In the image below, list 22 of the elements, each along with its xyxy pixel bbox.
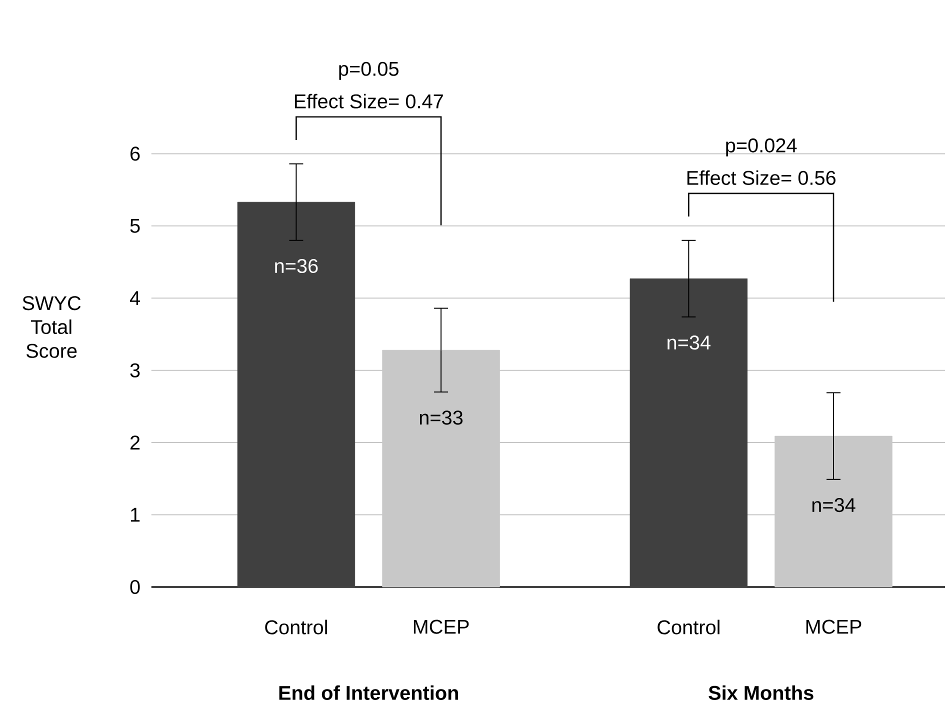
x-tick-label: Control [265, 620, 327, 634]
y-tick-label: 0 [130, 580, 140, 594]
y-tick-label: 2 [130, 436, 140, 450]
y-tick-label: 4 [130, 291, 140, 306]
annotation: n=34 [668, 336, 710, 350]
annotation: n=34 [812, 498, 856, 512]
annotation: n=33 [420, 410, 463, 425]
x-tick-label: MCEP [806, 620, 862, 634]
text: Effect Size= 0.47 [294, 94, 443, 109]
text: End of Intervention [279, 685, 458, 700]
x-tick-label: MCEP [414, 620, 469, 634]
text: p=0.05 [339, 62, 398, 80]
text: Six Months [708, 685, 814, 700]
annotation: Effect Size= 0.56 [687, 170, 836, 186]
y-axis-title: SWYC Total Score [22, 296, 81, 358]
y-tick-label: 5 [130, 219, 140, 233]
x-tick-label: Control [658, 620, 720, 634]
y-tick-label: 6 [130, 146, 140, 161]
annotation: n=36 [275, 259, 318, 274]
y-tick-label: 1 [131, 508, 140, 522]
annotation: p=0.024 [726, 138, 797, 157]
y-tick-label: 3 [130, 363, 140, 378]
